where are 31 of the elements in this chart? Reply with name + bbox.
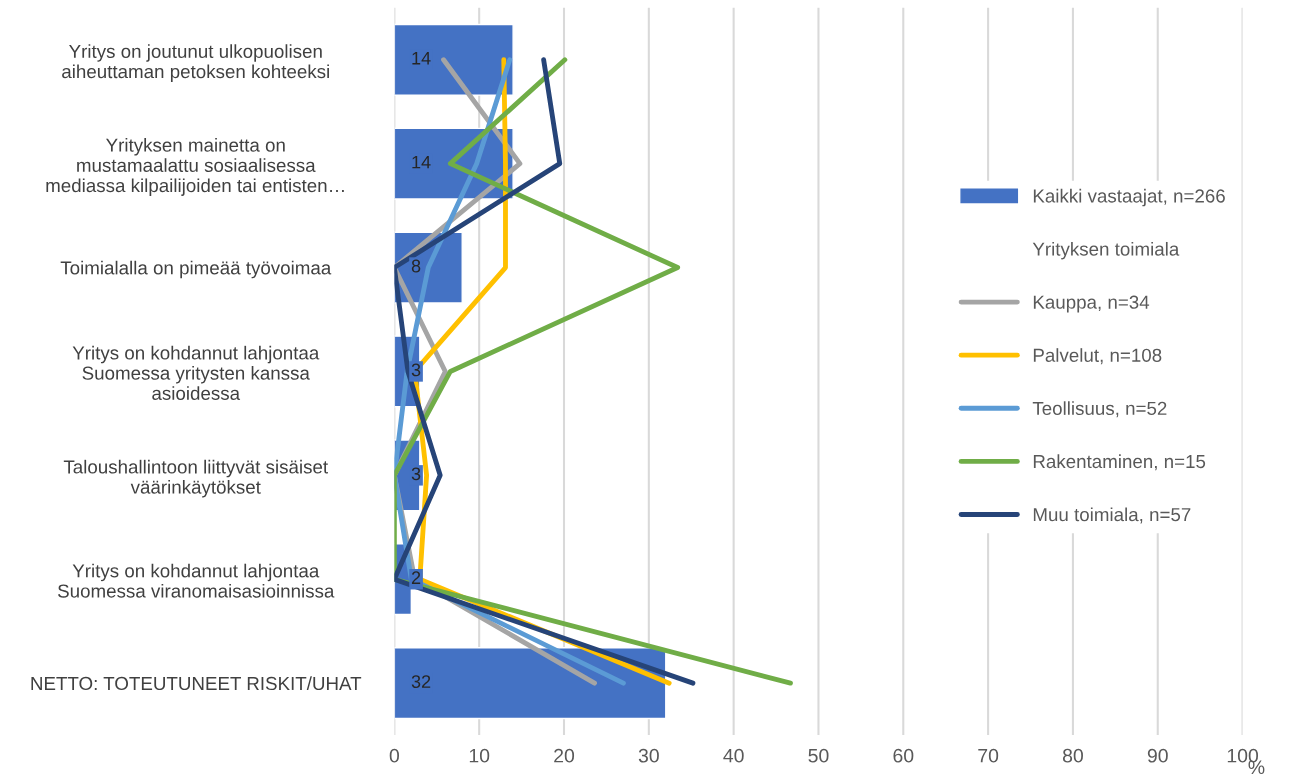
y-tick-label: Toimialalla on pimeää työvoimaa — [60, 260, 332, 279]
y-tick-label: Yritys on joutunut ulkopuolisen aiheuttaman petoksen kohteeksi — [62, 44, 329, 82]
legend-label: Palvelut, n=108 — [1033, 348, 1162, 365]
y-tick-label: NETTO: TOTEUTUNEET RISKIT/UHAT — [31, 676, 362, 691]
legend-label: Kauppa, n=34 — [1033, 295, 1150, 313]
x-tick-label: 60 — [893, 748, 914, 763]
x-tick-label: 0 — [389, 748, 400, 763]
y-tick-label: Yritys on kohdannut lahjontaa Suomessa yritysten kanssa asioidessa — [72, 345, 320, 400]
x-tick-label: 10 — [469, 748, 490, 763]
x-tick-label: 70 — [978, 748, 999, 763]
bar — [394, 23, 514, 96]
legend-label: Rakentaminen, n=15 — [1033, 454, 1206, 471]
data-label: 8 — [411, 259, 421, 273]
data-label: 14 — [412, 52, 431, 65]
legend-label: Teollisuus, n=52 — [1032, 401, 1167, 418]
legend-label: Muu toimiala, n=57 — [1033, 507, 1191, 524]
x-tick-label: 30 — [638, 748, 659, 763]
data-label: 32 — [411, 675, 431, 688]
y-tick-label: Yrityksen mainetta on mustamaalattu sosiaalisessa mediassa kilpailijoiden tai entisten… — [46, 138, 344, 196]
legend-label: Kaikki vastaajat, n=266 — [1033, 188, 1225, 207]
bar — [394, 647, 667, 720]
y-tick-label: Yritys on kohdannut lahjontaa Suomessa viranomaisasioinnissa — [58, 563, 335, 598]
data-label: 3 — [411, 467, 421, 481]
y-tick-label: Taloushallintoon liittyvät sisäiset väärinkäytökset — [63, 459, 328, 498]
data-label: 14 — [412, 155, 431, 169]
x-tick-label: 90 — [1147, 748, 1168, 763]
legend-title: Yrityksen toimiala — [1032, 241, 1180, 260]
x-tick-label: 50 — [808, 748, 829, 763]
x-tick-label: 80 — [1062, 748, 1083, 763]
x-tick-label: 40 — [723, 748, 744, 763]
x-tick-label: 20 — [554, 748, 575, 763]
